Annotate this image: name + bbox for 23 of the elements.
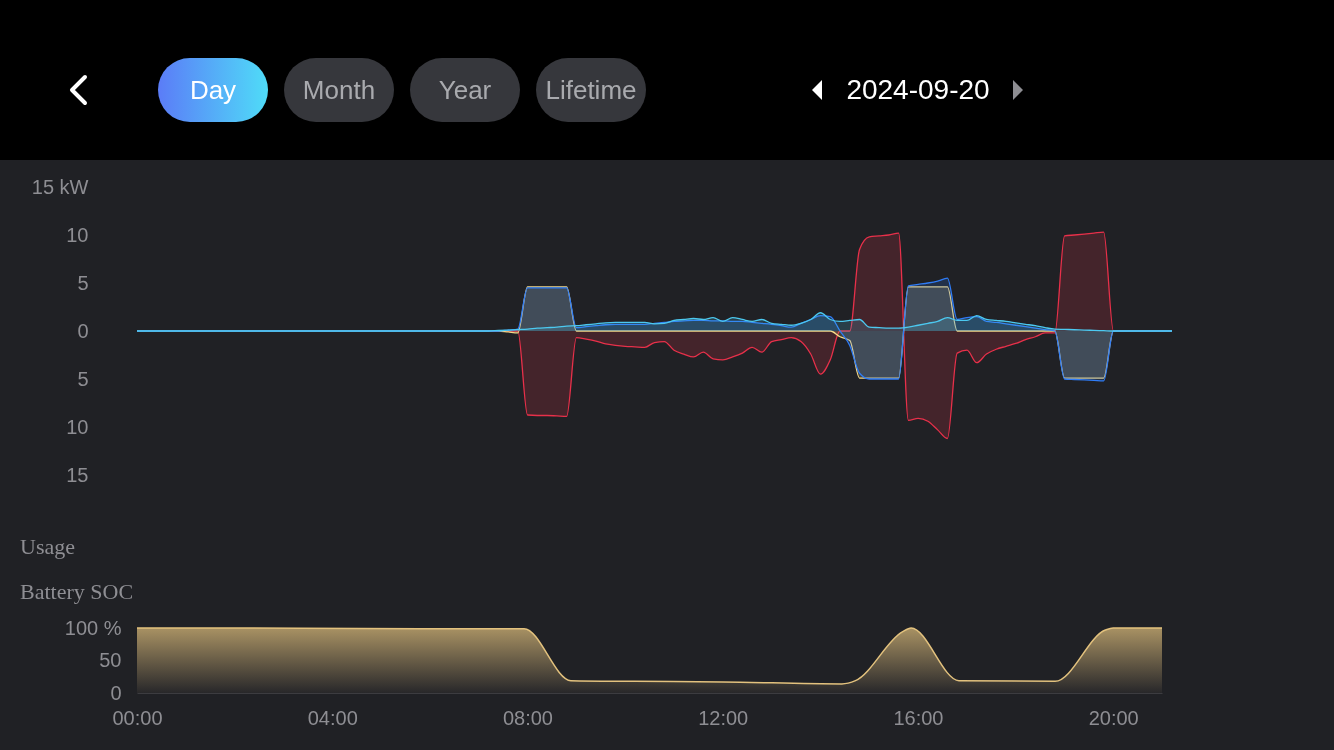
x-tick-label: 16:00 (893, 706, 944, 729)
y-tick-label: 15 kW (31, 175, 89, 198)
y-tick-label: 5 (77, 271, 89, 294)
text: Usage (20, 534, 75, 559)
y-tick-label: 50 (99, 649, 122, 671)
y-tick-label: 0 (110, 681, 122, 704)
text: Lifetime (536, 58, 646, 122)
x-tick-label: 04:00 (307, 706, 358, 729)
y-tick-label: 0 (77, 319, 89, 342)
y-tick-label: 10 (66, 223, 89, 246)
text: 2024-09-20 (845, 73, 991, 107)
y-tick-label: 10 (66, 415, 89, 438)
text: Year (410, 58, 520, 122)
chart-title: Battery SOC (20, 579, 134, 604)
y-tick-label: 15 (66, 463, 89, 486)
text: Day (158, 58, 268, 122)
x-tick-label: 00:00 (112, 706, 163, 729)
y-tick-label: 100 % (64, 616, 122, 639)
text: Month (284, 58, 394, 122)
x-tick-label: 08:00 (502, 706, 554, 729)
y-tick-label: 5 (77, 367, 89, 390)
x-tick-label: 12:00 (698, 706, 749, 729)
x-tick-label: 20:00 (1088, 706, 1139, 729)
